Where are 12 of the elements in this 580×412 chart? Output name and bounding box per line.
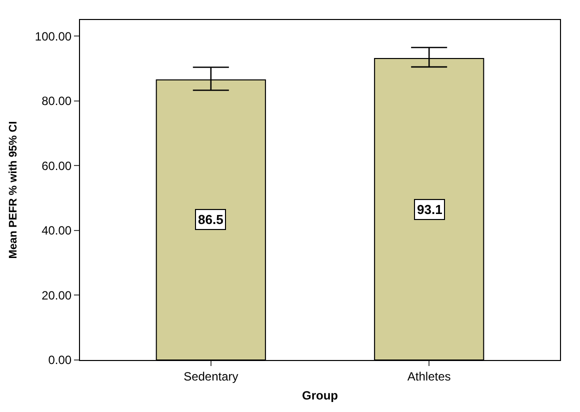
data-label: 86.5 (198, 212, 224, 227)
y-tick-label: 20.00 (42, 288, 72, 302)
y-tick-label: 60.00 (42, 158, 72, 173)
y-tick-label: 0.00 (48, 353, 72, 368)
x-tick-label: Athletes (407, 369, 451, 384)
x-axis-title: Group (302, 388, 338, 402)
data-label: 93.1 (417, 202, 442, 217)
x-tick-label: Sedentary (184, 369, 238, 384)
y-tick-label: 40.00 (42, 224, 72, 238)
y-axis-title: Mean PEFR % with 95% CI (8, 121, 20, 259)
y-tick-label: 100.00 (34, 29, 72, 44)
y-tick-label: 80.00 (42, 94, 72, 108)
